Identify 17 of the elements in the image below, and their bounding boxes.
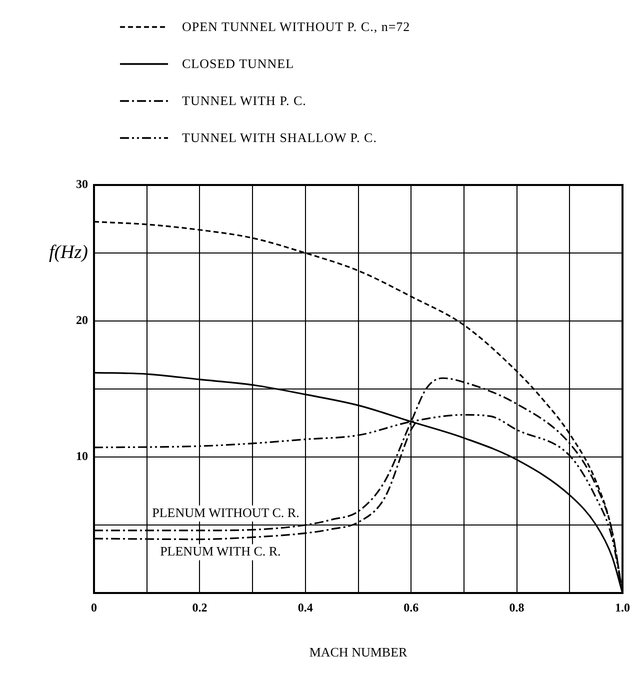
x-tick-label: 0.8 (509, 600, 524, 614)
x-tick-label: 1.0 (615, 600, 630, 614)
x-tick-label: 0.6 (404, 600, 419, 614)
legend-label: CLOSED TUNNEL (182, 56, 294, 72)
annotation: PLENUM WITHOUT C. R. (152, 504, 300, 520)
y-tick-label: 30 (76, 177, 88, 192)
y-tick-label: 10 (76, 449, 88, 464)
x-tick-label: 0.2 (192, 600, 208, 614)
y-axis-title: f(Hz) (48, 242, 88, 263)
x-axis-title: MACH NUMBER (309, 644, 408, 660)
x-tick-label: 0.4 (298, 600, 313, 614)
legend-label: OPEN TUNNEL WITHOUT P. C., n=72 (182, 18, 410, 34)
x-tick-label: 0 (91, 600, 97, 614)
legend-label: TUNNEL WITH SHALLOW P. C. (182, 130, 377, 146)
y-tick-label: 20 (76, 313, 88, 328)
annotation: PLENUM WITH C. R. (160, 544, 281, 559)
legend-label: TUNNEL WITH P. C. (182, 92, 306, 108)
